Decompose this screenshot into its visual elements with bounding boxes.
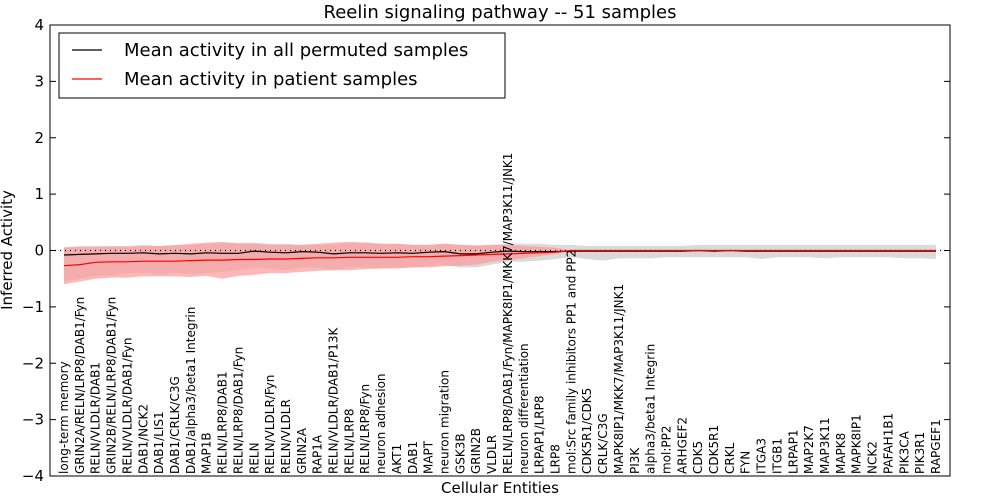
category-label: mol:PP2: [660, 425, 674, 474]
category-label: RELN/LRP8/DAB1/Fyn: [231, 347, 245, 474]
category-label: ARHGEF2: [675, 417, 689, 474]
category-label: CRKL: [723, 442, 737, 474]
category-label: DAB1/NCK2: [136, 404, 150, 474]
category-label: RAPGEF1: [929, 419, 943, 474]
category-label: NCK2: [866, 441, 880, 474]
category-label: MAPT: [422, 440, 436, 474]
category-labels: long-term memory GRIN2A/RELN/LRP8/DAB1/Fy…: [57, 153, 943, 474]
category-label: PIK3CA: [897, 430, 911, 474]
category-label: long-term memory: [57, 361, 71, 474]
chart-title: Reelin signaling pathway -- 51 samples: [324, 2, 677, 23]
legend-label-permuted: Mean activity in all permuted samples: [124, 40, 468, 61]
category-label: alpha3/beta1 Integrin: [644, 344, 658, 474]
category-label: RELN/VLDLR/DAB1: [89, 362, 103, 474]
category-label: DAB1/alpha3/beta1 Integrin: [184, 307, 198, 474]
y-axis-label: Inferred Activity: [0, 190, 16, 310]
y-tick-label: −4: [22, 467, 44, 485]
category-label: CRLK/C3G: [596, 413, 610, 474]
category-label: MAPK8IP1/MKK7/MAP3K11/JNK1: [612, 284, 626, 474]
y-tick-label: −2: [22, 354, 44, 372]
category-label: neuron differentiation: [517, 343, 531, 474]
category-label: RAP1A: [311, 434, 325, 474]
category-label: MAPK8IP1: [850, 414, 864, 474]
category-label: AKT1: [390, 444, 404, 474]
category-label: PIK3R1: [913, 432, 927, 474]
category-label: MAPK8: [834, 433, 848, 474]
series-lines: [50, 249, 950, 267]
category-label: DAB1/CRLK/C3G: [168, 376, 182, 474]
category-label: DAB1/LIS1: [152, 411, 166, 474]
category-label: GRIN2B: [469, 428, 483, 474]
category-label: MAP3K11: [818, 417, 832, 474]
category-label: CDK5R1: [707, 425, 721, 474]
y-tick-label: −1: [22, 298, 44, 316]
category-label: PAFAH1B1: [881, 413, 895, 474]
category-label: CDK5: [691, 441, 705, 474]
category-label: GSK3B: [453, 433, 467, 474]
category-label: FYN: [739, 451, 753, 474]
category-label: RELN/VLDLR/DAB1/P13K: [327, 327, 341, 474]
y-tick-label: 1: [34, 185, 44, 203]
category-label: GRIN2B/RELN/LRP8/DAB1/Fyn: [105, 297, 119, 474]
category-label: DAB1: [406, 441, 420, 474]
y-tick-label: 0: [34, 242, 44, 260]
category-label: CDK5R1/CDK5: [580, 388, 594, 474]
category-label: RELN/LRP8: [342, 408, 356, 474]
category-label: RELN/LRP8/DAB1: [216, 371, 230, 474]
category-label: neuron adhesion: [374, 373, 388, 474]
category-label: MAP2K7: [802, 425, 816, 474]
category-label: RELN/VLDLR/DAB1/Fyn: [120, 338, 134, 474]
category-label: RELN: [247, 442, 261, 474]
y-tick-label: −3: [22, 411, 44, 429]
category-label: GRIN2A/RELN/LRP8/DAB1/Fyn: [73, 297, 87, 474]
category-label: mol:Src family inhibitors PP1 and PP2: [564, 250, 578, 474]
category-label: RELN/LRP8/Fyn: [358, 384, 372, 474]
legend-box: [58, 32, 506, 99]
legend-label-patient: Mean activity in patient samples: [124, 69, 418, 90]
category-label: GRIN2A: [295, 427, 309, 474]
category-label: RELN/LRP8/DAB1/Fyn/MAPK8IP1/MKK7/MAP3K11…: [501, 153, 515, 474]
x-axis-label: Cellular Entities: [441, 479, 559, 497]
category-label: LRPAP1: [786, 429, 800, 474]
category-label: ITGB1: [771, 438, 785, 474]
y-tick-label: 3: [34, 72, 44, 90]
category-label: MAP1B: [200, 432, 214, 474]
category-label: VLDLR: [485, 435, 499, 474]
category-label: ITGA3: [755, 438, 769, 474]
y-axis-ticks: 4 3 2 1 0 −1 −2 −3 −4: [22, 16, 950, 485]
category-label: RELN/VLDLR/Fyn: [263, 375, 277, 474]
category-label: LRPAP1/LRP8: [533, 395, 547, 474]
category-label: LRP8: [549, 444, 563, 474]
series-line-patient: [63, 249, 936, 267]
category-label: RELN/VLDLR: [279, 399, 293, 474]
category-label: neuron migration: [438, 370, 452, 474]
y-tick-label: 2: [34, 129, 44, 147]
legend: Mean activity in all permuted samples Me…: [58, 32, 506, 99]
y-tick-label: 4: [34, 16, 44, 34]
category-label: PI3K: [628, 447, 642, 474]
plot-frame: [49, 24, 951, 477]
